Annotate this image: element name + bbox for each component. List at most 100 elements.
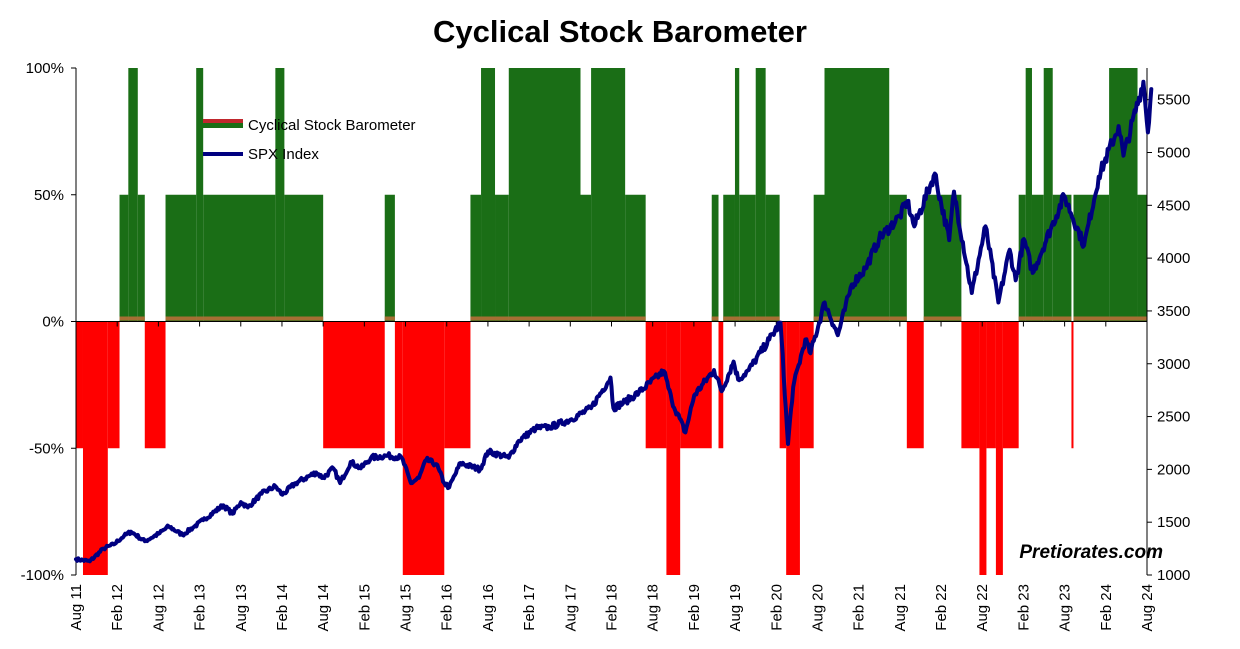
barometer-bar-46: [1002, 321, 1019, 449]
barometer-bar-9: [203, 194, 276, 322]
zero-band-segment-30: [734, 316, 740, 321]
right-tick-label-9: 5500: [1157, 92, 1190, 109]
right-tick-label-4: 3000: [1157, 356, 1190, 373]
zero-band-segment-54: [1109, 316, 1138, 321]
barometer-bar-55: [1137, 194, 1147, 322]
x-tick-label-11: Feb 17: [521, 584, 538, 631]
x-tick-label-19: Feb 21: [851, 584, 868, 631]
x-tick-label-21: Feb 22: [933, 584, 950, 631]
barometer-bar-43: [979, 321, 987, 575]
zero-band-segment-21: [580, 316, 592, 321]
barometer-bar-10: [275, 68, 285, 322]
zero-band-segment-39: [889, 316, 907, 321]
x-tick-label-14: Aug 18: [645, 584, 662, 632]
barometer-bar-42: [961, 321, 980, 449]
left-axis-ticks: -100% -50% 0% 50% 100%: [21, 60, 76, 584]
zero-band-segment-4: [128, 316, 138, 321]
x-tick-label-10: Aug 16: [480, 584, 497, 632]
x-tick-label-24: Aug 23: [1057, 584, 1074, 632]
barometer-bar-27: [711, 194, 719, 322]
barometer-bar-15: [402, 321, 445, 575]
barometer-bar-31: [739, 194, 756, 322]
zero-band-segment-47: [1018, 316, 1026, 321]
barometer-bar-0: [76, 321, 83, 449]
x-tick-label-7: Feb 15: [356, 584, 373, 631]
barometer-bar-35: [786, 321, 800, 575]
barometer-bar-5: [137, 194, 145, 322]
barometer-bar-33: [765, 194, 780, 322]
zero-band-segment-49: [1031, 316, 1044, 321]
zero-band-segment-9: [203, 316, 276, 321]
zero-band-segment-17: [470, 316, 482, 321]
barometer-bar-21: [580, 194, 592, 322]
legend-label-barometer: Cyclical Stock Barometer: [248, 117, 416, 134]
spx-index-line: [74, 79, 1154, 564]
chart-title: Cyclical Stock Barometer: [433, 14, 807, 49]
zero-band-segment-41: [923, 316, 962, 321]
legend-label-spx: SPX Index: [248, 146, 319, 163]
barometer-bar-19: [495, 194, 509, 322]
right-tick-label-3: 2500: [1157, 409, 1190, 426]
x-tick-label-5: Feb 14: [274, 584, 291, 631]
x-tick-label-16: Aug 19: [727, 584, 744, 632]
barometer-bar-50: [1043, 68, 1053, 322]
left-tick-label-4: 100%: [26, 60, 64, 77]
left-tick-label-0: -100%: [21, 567, 64, 584]
barometer-bar-54: [1109, 68, 1138, 322]
zero-band-segment-11: [284, 316, 324, 321]
barometer-bar-13: [384, 194, 395, 322]
barometer-bar-14: [394, 321, 403, 449]
zero-band-segment-19: [495, 316, 509, 321]
barometer-bar-20: [508, 68, 581, 322]
barometer-bar-22: [591, 68, 626, 322]
left-tick-label-2: 0%: [42, 314, 64, 331]
x-tick-label-23: Feb 23: [1015, 584, 1032, 631]
spx-line-layer: [74, 79, 1154, 564]
barometer-bar-2: [107, 321, 120, 449]
zero-band-segment-20: [508, 316, 581, 321]
zero-band-segment-55: [1137, 316, 1147, 321]
barometer-bar-37: [813, 194, 825, 322]
right-tick-label-6: 4000: [1157, 250, 1190, 267]
legend: Cyclical Stock Barometer SPX Index: [203, 117, 416, 163]
zero-band-segment-8: [196, 316, 204, 321]
x-tick-label-20: Aug 21: [892, 584, 909, 632]
barometer-bar-32: [755, 68, 766, 322]
barometer-bar-11: [284, 194, 324, 322]
barometer-bar-18: [481, 68, 496, 322]
zero-band-segment-18: [481, 316, 496, 321]
x-tick-label-17: Feb 20: [768, 584, 785, 631]
zero-band-segment-29: [723, 316, 735, 321]
zero-band-segment-50: [1043, 316, 1053, 321]
x-axis-ticks: Aug 11 Feb 12 Aug 12 Feb 13 Aug 13 Feb 14 Aug …: [68, 321, 1156, 632]
x-tick-label-8: Aug 15: [398, 584, 415, 632]
barometer-bar-1: [82, 321, 108, 575]
right-tick-label-2: 2000: [1157, 461, 1190, 478]
legend-item-spx: SPX Index: [203, 146, 319, 163]
left-tick-label-3: 50%: [34, 187, 64, 204]
right-tick-label-7: 4500: [1157, 197, 1190, 214]
barometer-bar-51: [1052, 194, 1072, 322]
barometer-bar-6: [144, 321, 166, 449]
x-tick-label-25: Feb 24: [1098, 584, 1115, 631]
zero-band-segment-53: [1073, 316, 1110, 321]
zero-band-segment-31: [739, 316, 756, 321]
zero-band-segment-22: [591, 316, 626, 321]
barometer-bar-39: [889, 194, 907, 322]
x-tick-label-13: Feb 18: [604, 584, 621, 631]
zero-band-segment-38: [824, 316, 890, 321]
barometer-bar-24: [645, 321, 667, 449]
barometer-bar-29: [723, 194, 735, 322]
barometer-bar-44: [986, 321, 996, 449]
zero-band-segment-7: [165, 316, 197, 321]
barometer-bar-4: [128, 68, 138, 322]
barometer-bar-7: [165, 194, 197, 322]
x-tick-label-9: Feb 16: [439, 584, 456, 631]
zero-band-segment-5: [137, 316, 145, 321]
legend-item-barometer: Cyclical Stock Barometer: [203, 117, 416, 134]
barometer-bar-47: [1018, 194, 1026, 322]
barometer-bar-3: [119, 194, 129, 322]
barometer-bar-23: [625, 194, 646, 322]
right-tick-label-8: 5000: [1157, 145, 1190, 162]
